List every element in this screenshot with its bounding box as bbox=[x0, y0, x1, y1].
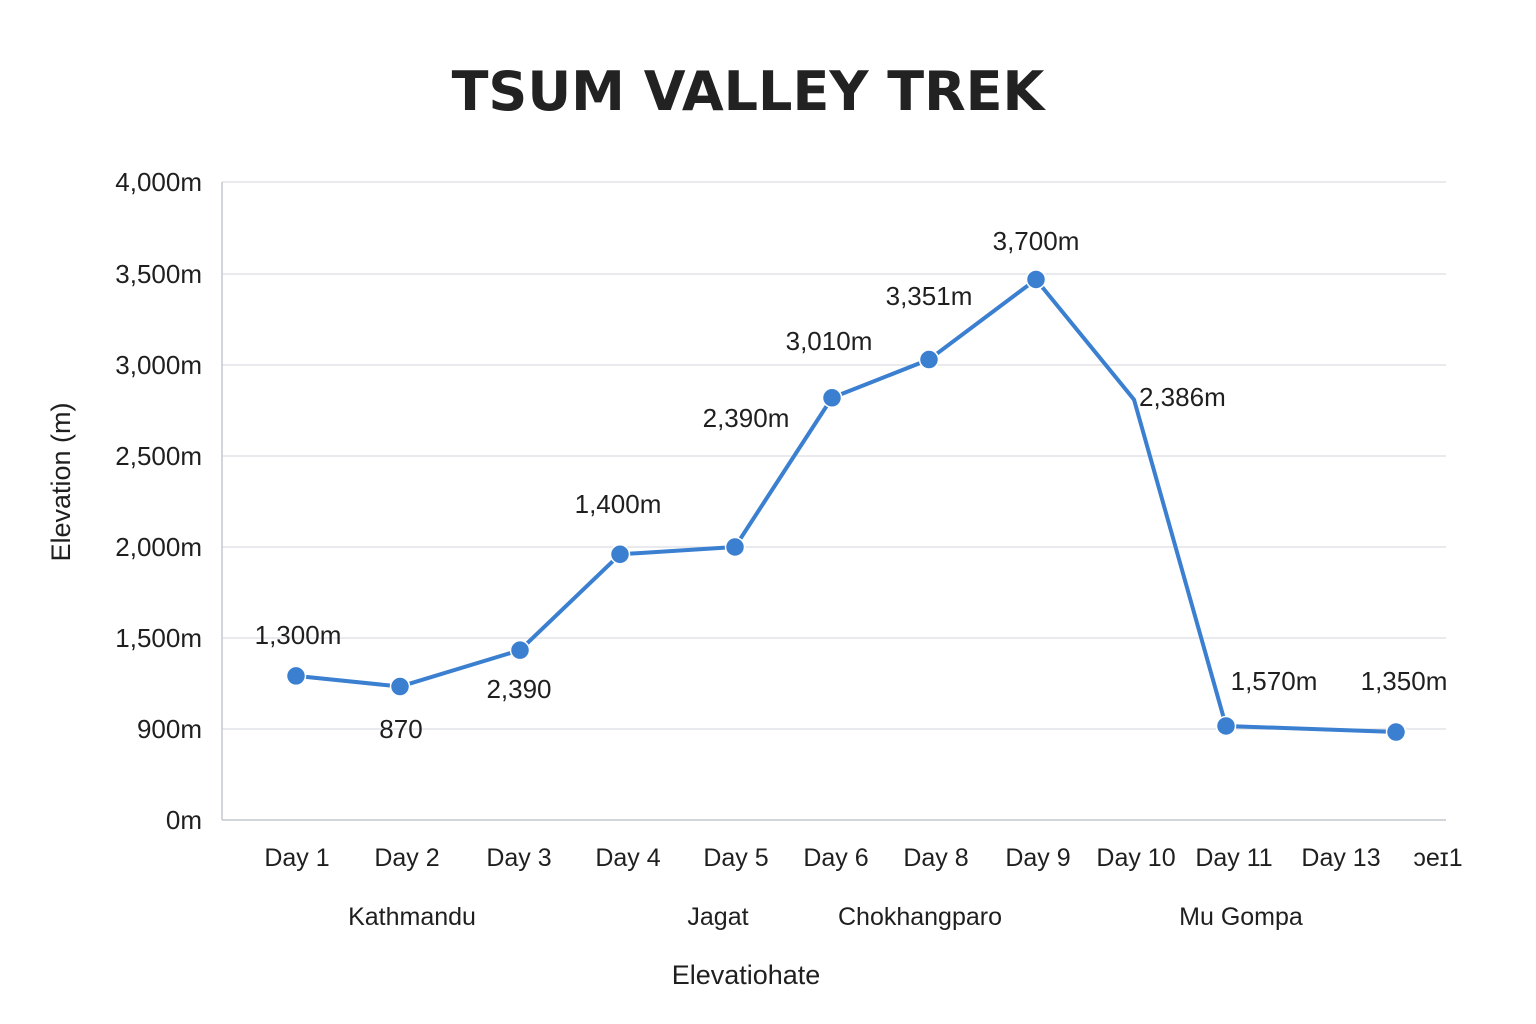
data-point bbox=[1215, 715, 1237, 737]
data-label: 3,010m bbox=[786, 326, 873, 356]
x-tick-label: Day 9 bbox=[1005, 844, 1070, 872]
data-point bbox=[285, 665, 307, 687]
y-tick-label: 0m bbox=[166, 805, 202, 835]
data-point bbox=[509, 639, 531, 661]
data-label: 2,390m bbox=[703, 403, 790, 433]
data-point bbox=[1025, 269, 1047, 290]
x-axis-title: Elevatiohate bbox=[672, 960, 821, 990]
x-tick-label: Day 8 bbox=[903, 844, 968, 872]
gridlines bbox=[222, 181, 1446, 730]
location-label: Kathmandu bbox=[348, 903, 476, 931]
x-tick-label: Day 1 bbox=[264, 844, 329, 872]
data-point bbox=[1385, 721, 1407, 743]
y-tick-label: 900m bbox=[137, 714, 202, 744]
data-point bbox=[389, 676, 411, 697]
y-tick-label: 3,000m bbox=[115, 350, 202, 380]
x-tick-labels: Day 1 Day 2 Day 3 Day 4 Day 5 Day 6 Day 8 Day 9… bbox=[264, 844, 1462, 872]
x-tick-label: Day 2 bbox=[374, 844, 439, 872]
data-point bbox=[724, 536, 746, 558]
data-label: 2,390 bbox=[486, 674, 551, 704]
data-label: 1,400m bbox=[575, 489, 662, 519]
data-label: 2,386m bbox=[1139, 382, 1226, 412]
y-tick-label: 1,500m bbox=[115, 623, 202, 653]
x-tick-label: Day 5 bbox=[703, 844, 768, 872]
y-tick-label: 4,000m bbox=[115, 167, 202, 197]
data-label: 1,300m bbox=[255, 620, 342, 650]
data-label: 1,350m bbox=[1361, 666, 1448, 696]
x-tick-label: Day 11 bbox=[1195, 844, 1272, 872]
elevation-series bbox=[285, 269, 1407, 743]
chart-title: TSUM VALLEY TREK bbox=[452, 60, 1047, 123]
data-point bbox=[821, 387, 843, 409]
data-point bbox=[918, 349, 940, 370]
location-label: Jagat bbox=[687, 903, 748, 931]
location-label: Chokhangparo bbox=[838, 903, 1002, 931]
x-tick-label: Day 13 bbox=[1301, 844, 1380, 872]
y-tick-label: 3,500m bbox=[115, 259, 202, 289]
x-tick-label: Day 3 bbox=[486, 844, 551, 872]
x-tick-label: Day 6 bbox=[803, 844, 868, 872]
x-tick-label: Day 4 bbox=[595, 844, 660, 872]
y-axis-title: Elevation (m) bbox=[46, 402, 76, 561]
data-point bbox=[609, 544, 631, 565]
y-tick-label: 2,000m bbox=[115, 532, 202, 562]
data-label: 3,700m bbox=[993, 226, 1080, 256]
y-tick-label: 2,500m bbox=[115, 441, 202, 471]
x-tick-label: Day 10 bbox=[1096, 844, 1175, 872]
location-labels: Kathmandu Jagat Chokhangparo Mu Gompa bbox=[348, 903, 1303, 931]
location-label: Mu Gompa bbox=[1179, 903, 1303, 931]
data-label: 1,570m bbox=[1231, 666, 1318, 696]
y-tick-labels: 0m 900m 1,500m 2,000m 2,500m 3,000m 3,500m 4,00… bbox=[115, 167, 202, 835]
data-labels: 1,300m 870 2,390 1,400m 2,390m 3,010m 3,700m 2,… bbox=[255, 226, 1448, 744]
data-label: 870 bbox=[379, 714, 422, 744]
data-label: 3,351m bbox=[886, 281, 973, 311]
x-tick-label: ɔeɪ1 bbox=[1413, 844, 1462, 872]
